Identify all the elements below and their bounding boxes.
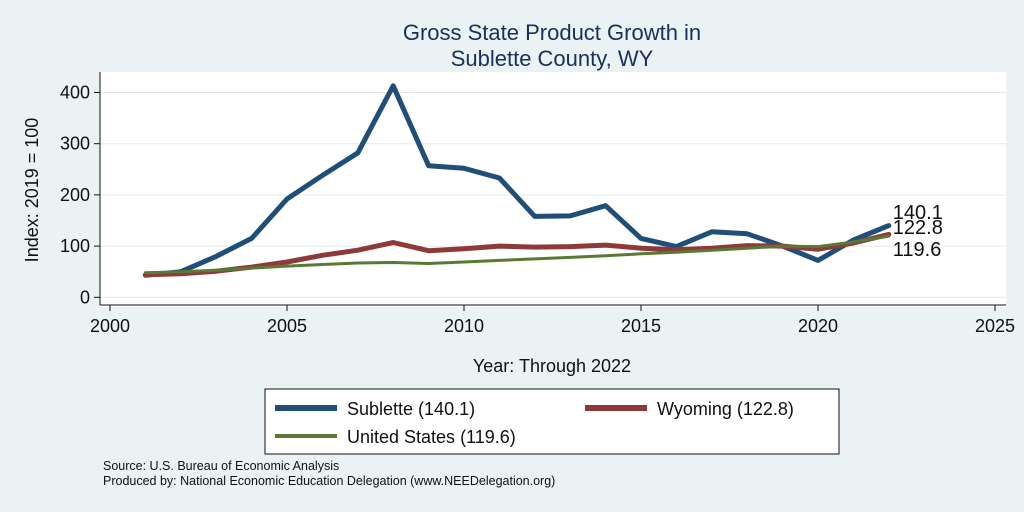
x-tick-label: 2025 [975,316,1015,336]
x-tick-label: 2010 [444,316,484,336]
legend-label-sublette: Sublette (140.1) [347,399,475,419]
plot-area [100,72,1006,307]
x-tick-label: 2005 [267,316,307,336]
y-tick-label: 200 [60,185,90,205]
source-note: Source: U.S. Bureau of Economic Analysis [103,459,340,473]
legend-label-united-states: United States (119.6) [347,427,516,447]
series-line-united-states [143,234,891,275]
gridlines [100,91,1006,298]
x-tick-label: 2015 [621,316,661,336]
y-tick-label: 400 [60,82,90,102]
x-tick-label: 2020 [798,316,838,336]
y-tick-label: 300 [60,134,90,154]
end-label-sublette: 140.1 [893,202,943,224]
x-tick-label: 2000 [90,316,130,336]
series-lines [142,83,892,278]
chart-title-line-1: Gross State Product Growth in [403,20,701,45]
legend [264,388,840,455]
chart-notes: Source: U.S. Bureau of Economic Analysis… [103,459,555,489]
legend-items: Sublette (140.1) Wyoming (122.8) United St… [275,399,794,447]
chart-title-line-2: Sublette County, WY [451,46,654,71]
series-line-sublette [142,83,892,278]
x-ticks: 2000 2005 2010 2015 2020 2025 [90,305,1015,336]
legend-label-wyoming: Wyoming (122.8) [657,399,794,419]
y-tick-label: 100 [60,236,90,256]
y-axis-title: Index: 2019 = 100 [22,118,42,263]
y-tick-label: 0 [80,287,90,307]
produced-by-note: Produced by: National Economic Education… [103,474,556,488]
end-label-united-states: 119.6 [893,239,942,261]
end-label-wyoming: 122.8 [893,217,943,239]
y-ticks: 0 100 200 300 400 [60,82,100,307]
x-axis-title: Year: Through 2022 [473,356,631,376]
